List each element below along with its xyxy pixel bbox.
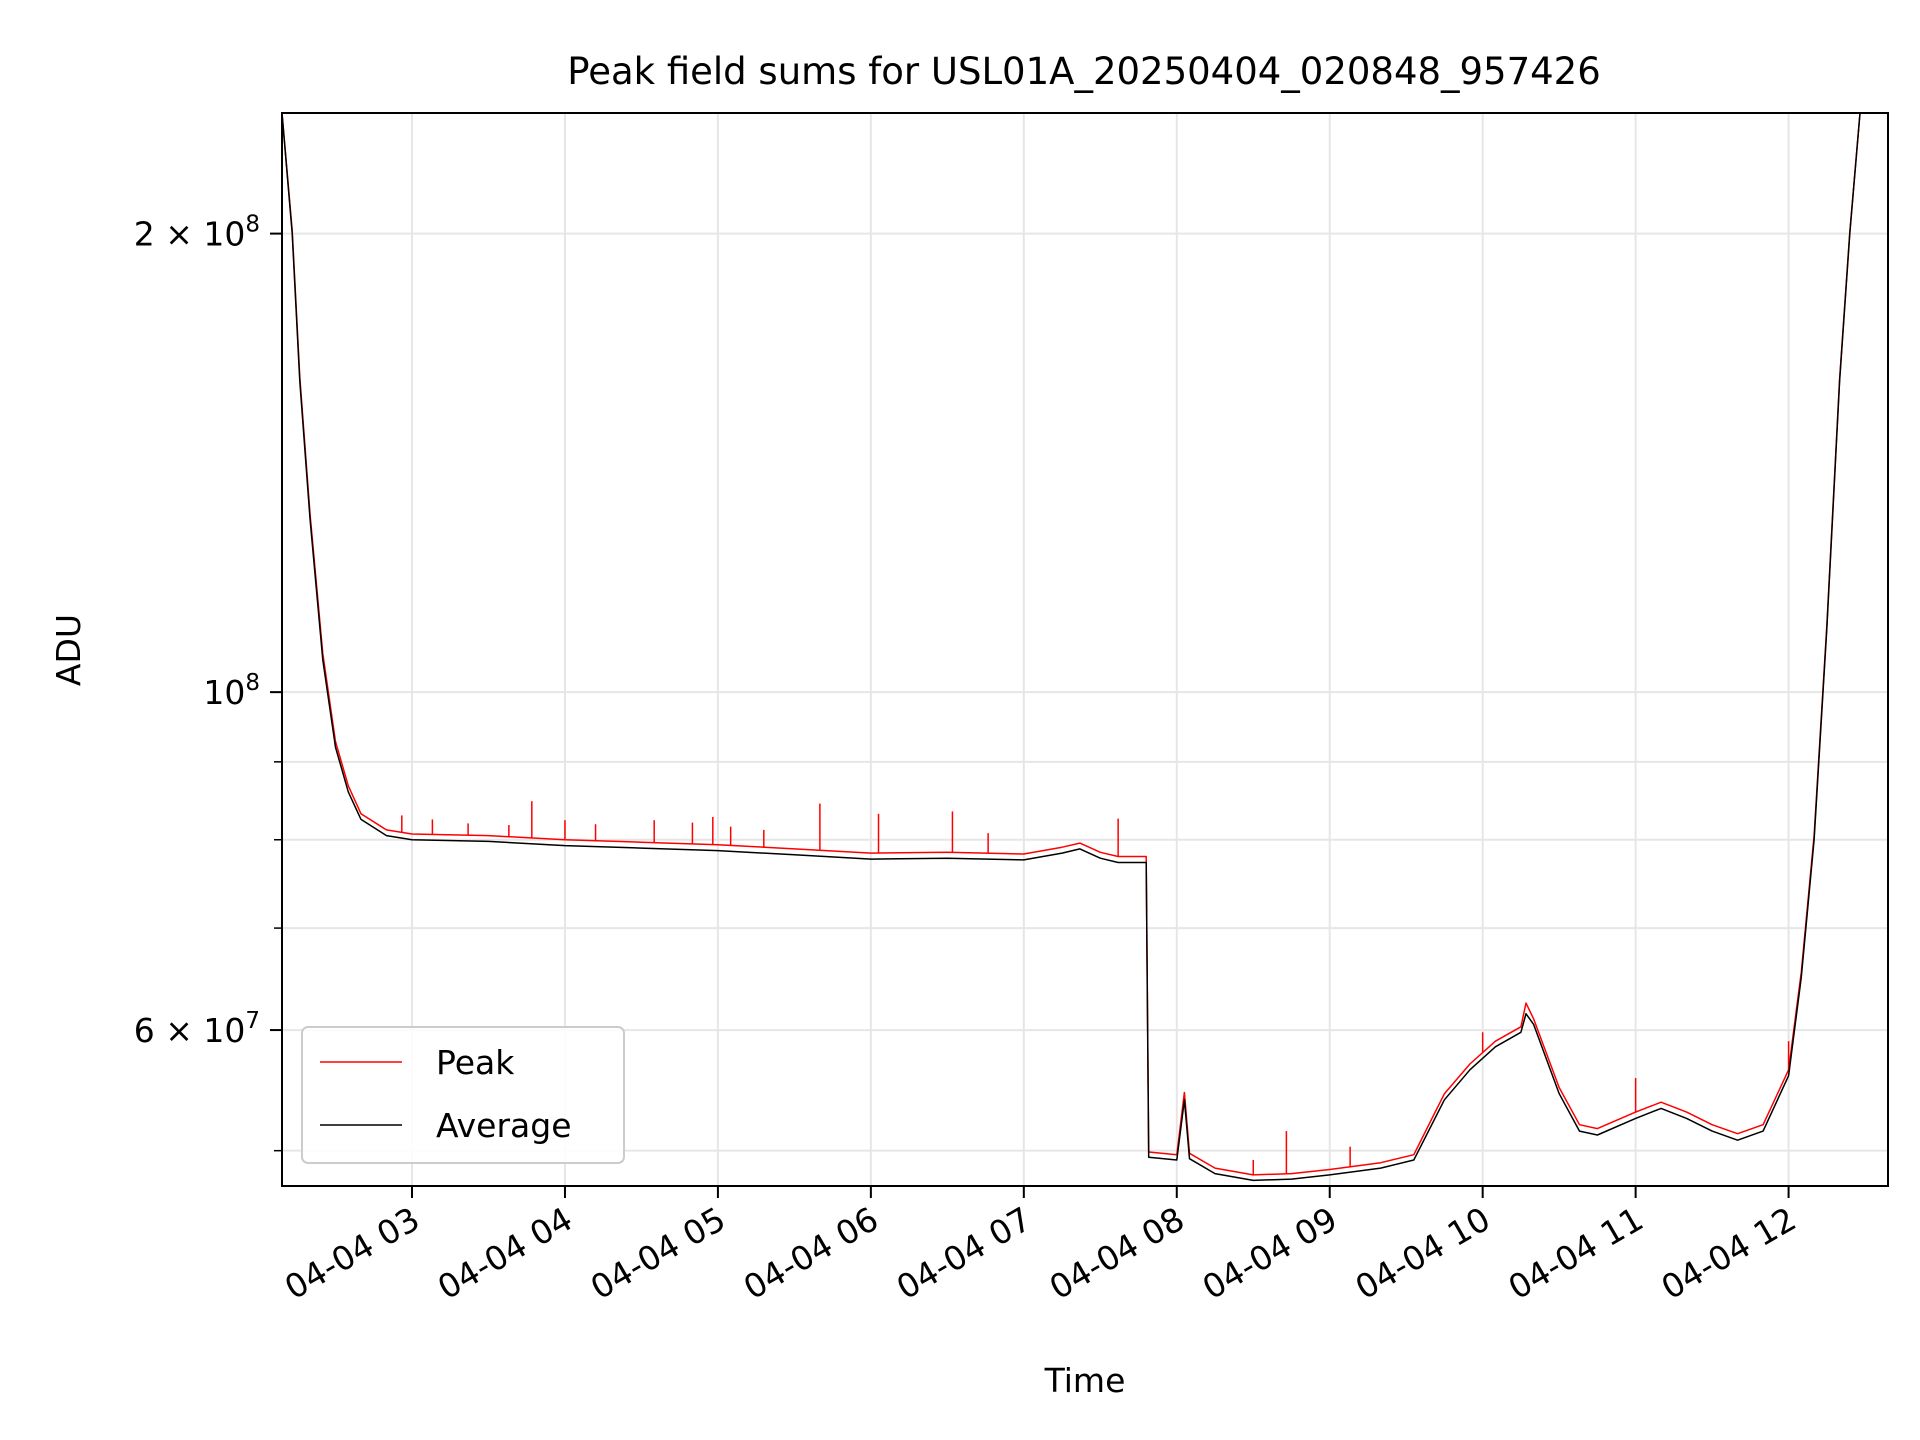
series-line-average xyxy=(282,113,1886,1182)
legend-label-average: Average xyxy=(436,1106,572,1145)
series-line-peak xyxy=(282,113,1886,1176)
chart-title: Peak field sums for USL01A_20250404_0208… xyxy=(567,50,1601,93)
y-axis-label: ADU xyxy=(49,614,88,686)
y-tick-label: 6 × 107 xyxy=(134,1008,260,1050)
y-tick-label-base: 2 × 10 xyxy=(134,215,246,254)
y-tick-label-exponent: 8 xyxy=(245,212,260,238)
y-tick-label-exponent: 7 xyxy=(245,1008,260,1034)
y-tick-label-base: 10 xyxy=(203,673,245,712)
y-tick-label-exponent: 8 xyxy=(245,670,260,696)
y-tick-label: 108 xyxy=(203,670,260,712)
x-axis-label: Time xyxy=(1044,1361,1126,1400)
legend: Peak Average xyxy=(301,1026,625,1164)
legend-label-peak: Peak xyxy=(436,1043,515,1082)
series-layer xyxy=(282,113,1886,1182)
legend-frame xyxy=(301,1026,625,1164)
grid xyxy=(282,113,1888,1186)
y-tick-label-base: 6 × 10 xyxy=(134,1011,246,1050)
y-tick-label: 2 × 108 xyxy=(134,212,260,254)
plot-frame xyxy=(281,112,1889,1187)
series-group xyxy=(282,113,1886,1182)
